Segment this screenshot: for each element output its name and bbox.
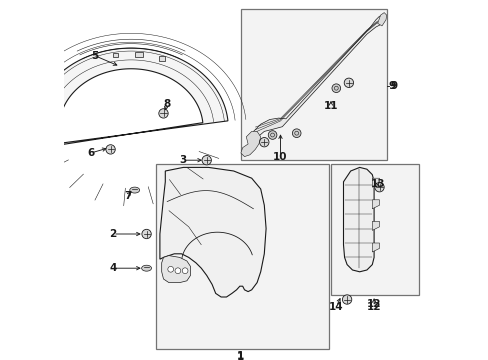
Polygon shape (249, 16, 382, 144)
Polygon shape (160, 167, 265, 297)
Polygon shape (371, 221, 379, 230)
Text: 10: 10 (273, 152, 287, 162)
Circle shape (202, 156, 211, 165)
Text: 5: 5 (91, 51, 99, 61)
Circle shape (175, 268, 181, 274)
Polygon shape (241, 131, 260, 157)
Text: 12: 12 (366, 299, 381, 309)
Text: 3: 3 (179, 155, 186, 165)
Polygon shape (371, 200, 379, 209)
Circle shape (167, 266, 173, 272)
Circle shape (159, 109, 168, 118)
Circle shape (292, 129, 301, 138)
FancyBboxPatch shape (159, 56, 164, 60)
Ellipse shape (142, 265, 151, 271)
Text: 11: 11 (323, 101, 338, 111)
Polygon shape (162, 256, 190, 283)
Text: 1: 1 (237, 351, 244, 360)
Circle shape (106, 145, 115, 154)
Circle shape (45, 85, 52, 92)
Text: 7: 7 (123, 191, 131, 201)
Text: 2: 2 (109, 229, 117, 239)
Circle shape (344, 78, 353, 87)
Circle shape (259, 138, 268, 147)
Text: 4: 4 (109, 263, 117, 273)
Circle shape (182, 268, 187, 274)
Text: 9: 9 (389, 81, 397, 91)
FancyBboxPatch shape (135, 51, 142, 57)
Bar (330, 164, 418, 295)
Circle shape (374, 183, 384, 192)
Circle shape (142, 229, 151, 239)
Circle shape (34, 111, 41, 117)
Polygon shape (371, 178, 379, 187)
FancyBboxPatch shape (113, 53, 118, 57)
Text: 1: 1 (237, 352, 244, 360)
Circle shape (268, 131, 276, 139)
Circle shape (342, 295, 351, 304)
Polygon shape (23, 156, 39, 179)
Bar (241, 9, 386, 160)
Circle shape (38, 98, 44, 104)
Text: 6: 6 (87, 148, 94, 158)
Ellipse shape (129, 187, 140, 193)
Text: 12: 12 (366, 302, 381, 312)
Text: 14: 14 (328, 302, 343, 312)
Text: 8: 8 (163, 99, 170, 109)
Text: 9: 9 (388, 81, 395, 91)
Circle shape (331, 84, 340, 93)
Polygon shape (23, 48, 227, 159)
Polygon shape (343, 167, 373, 272)
Text: 13: 13 (370, 179, 384, 189)
Polygon shape (371, 243, 379, 252)
Polygon shape (377, 13, 386, 26)
Polygon shape (34, 143, 61, 170)
Bar (156, 164, 328, 349)
